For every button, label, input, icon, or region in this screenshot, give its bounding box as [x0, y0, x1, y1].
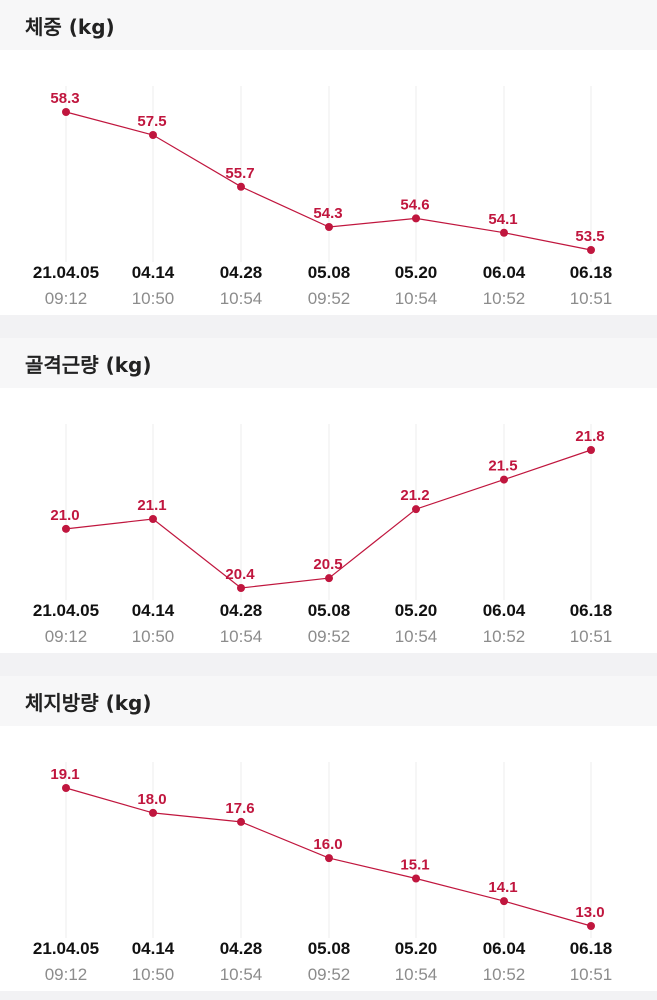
data-point [500, 897, 508, 906]
data-label: 21.8 [575, 428, 604, 445]
x-tick-date: 04.14 [132, 601, 175, 620]
data-label: 21.2 [400, 487, 429, 504]
x-tick-date: 06.04 [483, 939, 526, 958]
data-point [237, 182, 245, 191]
fat-chart: 19.1 18.0 17.6 16.0 15.1 14.1 13.0 21.04.05 09:1… [33, 762, 613, 984]
x-tick-date: 04.28 [220, 263, 263, 282]
x-tick-time: 10:51 [570, 627, 613, 646]
fat-chart-area: 19.1 18.0 17.6 16.0 15.1 14.1 13.0 21.04.05 09:1… [0, 726, 657, 991]
x-tick-time: 10:54 [395, 627, 438, 646]
data-point [237, 584, 245, 592]
x-tick-time: 10:50 [132, 289, 175, 308]
data-label: 21.1 [137, 497, 166, 514]
data-label: 54.6 [400, 196, 429, 213]
x-tick-date: 21.04.05 [33, 939, 99, 958]
data-point [149, 131, 157, 139]
muscle-title: 골격근량 (kg) [25, 352, 152, 377]
x-tick-date: 06.18 [570, 601, 613, 620]
x-tick-time: 10:54 [220, 289, 263, 308]
x-tick-time: 10:54 [220, 627, 263, 646]
x-tick-time: 10:52 [483, 965, 526, 984]
weight-chart: 58.3 57.5 55.7 54.3 54.6 54.1 53.5 21.04.05 09:1… [33, 86, 613, 308]
x-tick-time: 09:52 [308, 965, 351, 984]
x-tick-time: 10:50 [132, 965, 175, 984]
x-tick-date: 05.08 [308, 601, 351, 620]
weight-title: 체중 (kg) [25, 14, 115, 39]
muscle-section: 골격근량 (kg) 21.0 21.1 20.4 20.5 21.2 21.5 21.8 21… [0, 338, 657, 653]
x-tick-time: 10:54 [220, 965, 263, 984]
x-tick-date: 06.18 [570, 263, 613, 282]
x-tick-date: 06.18 [570, 939, 613, 958]
x-tick-time: 10:52 [483, 627, 526, 646]
x-tick-time: 10:51 [570, 965, 613, 984]
x-tick-time: 10:54 [395, 289, 438, 308]
x-tick-time: 10:52 [483, 289, 526, 308]
muscle-chart-area: 21.0 21.1 20.4 20.5 21.2 21.5 21.8 21.04.05 09:1… [0, 388, 657, 653]
data-point [412, 505, 420, 514]
x-tick-date: 21.04.05 [33, 601, 99, 620]
data-label: 54.1 [488, 211, 517, 228]
x-tick-time: 09:12 [45, 627, 88, 646]
data-point [412, 214, 420, 223]
data-label: 14.1 [488, 879, 517, 896]
fat-header: 체지방량 (kg) [0, 676, 657, 726]
muscle-chart: 21.0 21.1 20.4 20.5 21.2 21.5 21.8 21.04.05 09:1… [33, 424, 613, 646]
weight-chart-area: 58.3 57.5 55.7 54.3 54.6 54.1 53.5 21.04.05 09:1… [0, 50, 657, 315]
data-label: 15.1 [400, 856, 429, 873]
data-label: 18.0 [137, 791, 166, 808]
x-tick-time: 09:52 [308, 289, 351, 308]
muscle-header: 골격근량 (kg) [0, 338, 657, 388]
x-tick-date: 04.14 [132, 939, 175, 958]
data-label: 58.3 [50, 90, 79, 107]
data-point [62, 784, 70, 792]
data-label: 20.4 [225, 566, 255, 583]
data-point [500, 475, 508, 484]
x-tick-date: 06.04 [483, 263, 526, 282]
data-point [325, 574, 333, 583]
x-tick-date: 05.20 [395, 939, 438, 958]
x-tick-date: 05.08 [308, 263, 351, 282]
data-point [149, 808, 157, 817]
fat-title: 체지방량 (kg) [25, 690, 152, 715]
data-point [149, 515, 157, 523]
data-point [62, 524, 70, 533]
data-label: 21.5 [488, 458, 517, 475]
x-tick-date: 05.20 [395, 601, 438, 620]
x-tick-date: 05.20 [395, 263, 438, 282]
data-label: 53.5 [575, 228, 604, 245]
data-label: 20.5 [313, 556, 342, 573]
x-tick-time: 10:50 [132, 627, 175, 646]
x-tick-time: 10:54 [395, 965, 438, 984]
data-point [325, 223, 333, 231]
data-label: 19.1 [50, 766, 79, 783]
x-tick-date: 06.04 [483, 601, 526, 620]
data-point [587, 246, 595, 254]
data-label: 16.0 [313, 836, 342, 853]
data-point [500, 228, 508, 237]
data-label: 55.7 [225, 165, 254, 182]
x-tick-date: 21.04.05 [33, 263, 99, 282]
x-tick-time: 10:51 [570, 289, 613, 308]
weight-header: 체중 (kg) [0, 0, 657, 50]
data-point [237, 817, 245, 826]
x-tick-date: 04.28 [220, 939, 263, 958]
x-tick-date: 05.08 [308, 939, 351, 958]
fat-section: 체지방량 (kg) 19.1 18.0 17.6 16.0 15.1 14.1 13.0 21… [0, 676, 657, 991]
data-label: 17.6 [225, 800, 254, 817]
data-point [62, 108, 70, 116]
weight-section: 체중 (kg) 58.3 57.5 55.7 54.3 54.6 54.1 53.5 21.0… [0, 0, 657, 315]
x-tick-time: 09:12 [45, 289, 88, 308]
data-point [587, 446, 595, 454]
data-label: 13.0 [575, 904, 604, 921]
x-tick-date: 04.14 [132, 263, 175, 282]
x-tick-time: 09:52 [308, 627, 351, 646]
data-point [412, 874, 420, 883]
x-tick-time: 09:12 [45, 965, 88, 984]
data-label: 57.5 [137, 113, 166, 130]
data-label: 54.3 [313, 205, 342, 222]
data-label: 21.0 [50, 507, 79, 524]
x-tick-date: 04.28 [220, 601, 263, 620]
data-point [587, 922, 595, 930]
data-point [325, 854, 333, 863]
